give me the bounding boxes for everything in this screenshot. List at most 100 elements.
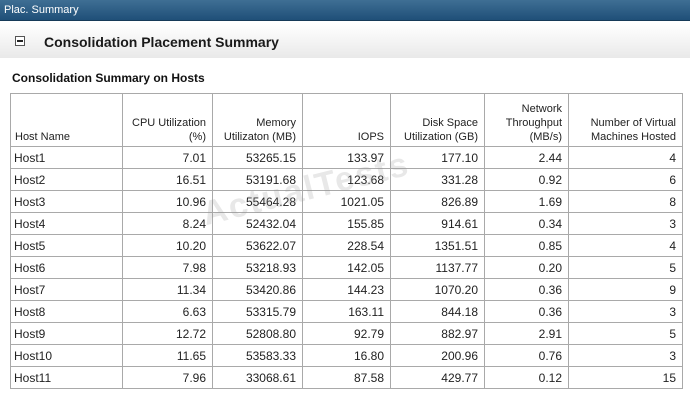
table-cell: 53583.33 xyxy=(212,344,303,367)
table-cell: 144.23 xyxy=(302,278,391,301)
table-cell: 4 xyxy=(568,234,683,257)
panel-header[interactable]: Consolidation Placement Summary xyxy=(0,24,690,58)
host-name-cell: Host11 xyxy=(10,366,123,389)
table-cell: 155.85 xyxy=(302,212,391,235)
table-cell: 2.91 xyxy=(484,322,569,345)
table-cell: 16.51 xyxy=(122,168,213,191)
table-cell: 1137.77 xyxy=(390,256,485,279)
host-name-cell: Host5 xyxy=(10,234,123,257)
host-name-cell: Host1 xyxy=(10,146,123,169)
table-row[interactable]: Host7 11.34 53420.86 144.23 1070.20 0.36 9 xyxy=(10,278,683,301)
table-cell: 15 xyxy=(568,366,683,389)
table-cell: 12.72 xyxy=(122,322,213,345)
table-cell: 10.20 xyxy=(122,234,213,257)
table-cell: 53420.86 xyxy=(212,278,303,301)
table-row[interactable]: Host2 16.51 53191.68 123.68 331.28 0.92 6 xyxy=(10,168,683,191)
panel-title: Consolidation Placement Summary xyxy=(44,34,279,50)
table-cell: 331.28 xyxy=(390,168,485,191)
table-row[interactable]: Host9 12.72 52808.80 92.79 882.97 2.91 5 xyxy=(10,322,683,345)
column-header-host-name[interactable]: Host Name xyxy=(10,93,123,147)
table-cell: 0.85 xyxy=(484,234,569,257)
table-cell: 914.61 xyxy=(390,212,485,235)
table-row[interactable]: Host4 8.24 52432.04 155.85 914.61 0.34 3 xyxy=(10,212,683,235)
table-cell: 163.11 xyxy=(302,300,391,323)
table-row[interactable]: Host10 11.65 53583.33 16.80 200.96 0.76 3 xyxy=(10,344,683,367)
host-name-cell: Host2 xyxy=(10,168,123,191)
host-name-cell: Host7 xyxy=(10,278,123,301)
table-cell: 200.96 xyxy=(390,344,485,367)
host-name-cell: Host4 xyxy=(10,212,123,235)
column-header-memory[interactable]: Memory Utilizaton (MB) xyxy=(212,93,303,147)
table-cell: 1351.51 xyxy=(390,234,485,257)
host-name-cell: Host10 xyxy=(10,344,123,367)
table-row[interactable]: Host6 7.98 53218.93 142.05 1137.77 0.20 5 xyxy=(10,256,683,279)
table-cell: 123.68 xyxy=(302,168,391,191)
table-cell: 87.58 xyxy=(302,366,391,389)
table-header-row: Host Name CPU Utilization (%) Memory Uti… xyxy=(10,93,683,147)
section-title: Consolidation Summary on Hosts xyxy=(12,71,205,85)
table-cell: 53315.79 xyxy=(212,300,303,323)
table-cell: 7.98 xyxy=(122,256,213,279)
table-cell: 33068.61 xyxy=(212,366,303,389)
window-title: Plac. Summary xyxy=(4,4,79,16)
table-cell: 16.80 xyxy=(302,344,391,367)
window-title-bar: Plac. Summary xyxy=(0,0,690,21)
table-cell: 9 xyxy=(568,278,683,301)
column-header-iops[interactable]: IOPS xyxy=(302,93,391,147)
table-cell: 0.76 xyxy=(484,344,569,367)
table-cell: 55464.28 xyxy=(212,190,303,213)
table-cell: 133.97 xyxy=(302,146,391,169)
column-header-disk[interactable]: Disk Space Utilization (GB) xyxy=(390,93,485,147)
table-cell: 0.36 xyxy=(484,278,569,301)
table-row[interactable]: Host8 6.63 53315.79 163.11 844.18 0.36 3 xyxy=(10,300,683,323)
table-cell: 53622.07 xyxy=(212,234,303,257)
table-cell: 53265.15 xyxy=(212,146,303,169)
table-cell: 0.12 xyxy=(484,366,569,389)
collapse-icon[interactable] xyxy=(15,36,25,46)
table-cell: 3 xyxy=(568,344,683,367)
table-cell: 8 xyxy=(568,190,683,213)
table-cell: 5 xyxy=(568,256,683,279)
table-row[interactable]: Host5 10.20 53622.07 228.54 1351.51 0.85 4 xyxy=(10,234,683,257)
table-cell: 1021.05 xyxy=(302,190,391,213)
host-summary-table: Host Name CPU Utilization (%) Memory Uti… xyxy=(10,93,683,389)
table-row[interactable]: Host3 10.96 55464.28 1021.05 826.89 1.69 8 xyxy=(10,190,683,213)
table-cell: 0.20 xyxy=(484,256,569,279)
table-cell: 53191.68 xyxy=(212,168,303,191)
table-cell: 826.89 xyxy=(390,190,485,213)
table-cell: 4 xyxy=(568,146,683,169)
table-cell: 11.34 xyxy=(122,278,213,301)
table-cell: 10.96 xyxy=(122,190,213,213)
column-header-vm-count[interactable]: Number of Virtual Machines Hosted xyxy=(568,93,683,147)
table-cell: 177.10 xyxy=(390,146,485,169)
table-cell: 0.92 xyxy=(484,168,569,191)
table-row[interactable]: Host1 7.01 53265.15 133.97 177.10 2.44 4 xyxy=(10,146,683,169)
host-name-cell: Host3 xyxy=(10,190,123,213)
column-header-cpu[interactable]: CPU Utilization (%) xyxy=(122,93,213,147)
host-name-cell: Host9 xyxy=(10,322,123,345)
table-cell: 3 xyxy=(568,300,683,323)
table-cell: 53218.93 xyxy=(212,256,303,279)
table-cell: 11.65 xyxy=(122,344,213,367)
table-cell: 0.34 xyxy=(484,212,569,235)
host-name-cell: Host8 xyxy=(10,300,123,323)
table-cell: 142.05 xyxy=(302,256,391,279)
table-cell: 3 xyxy=(568,212,683,235)
table-row[interactable]: Host11 7.96 33068.61 87.58 429.77 0.12 15 xyxy=(10,366,683,389)
table-cell: 6 xyxy=(568,168,683,191)
table-cell: 8.24 xyxy=(122,212,213,235)
table-cell: 429.77 xyxy=(390,366,485,389)
table-cell: 1070.20 xyxy=(390,278,485,301)
column-header-network[interactable]: Network Throughput (MB/s) xyxy=(484,93,569,147)
host-name-cell: Host6 xyxy=(10,256,123,279)
table-cell: 2.44 xyxy=(484,146,569,169)
table-cell: 7.96 xyxy=(122,366,213,389)
table-cell: 882.97 xyxy=(390,322,485,345)
table-cell: 7.01 xyxy=(122,146,213,169)
table-cell: 1.69 xyxy=(484,190,569,213)
table-cell: 52808.80 xyxy=(212,322,303,345)
table-cell: 92.79 xyxy=(302,322,391,345)
table-cell: 5 xyxy=(568,322,683,345)
table-cell: 228.54 xyxy=(302,234,391,257)
table-cell: 844.18 xyxy=(390,300,485,323)
